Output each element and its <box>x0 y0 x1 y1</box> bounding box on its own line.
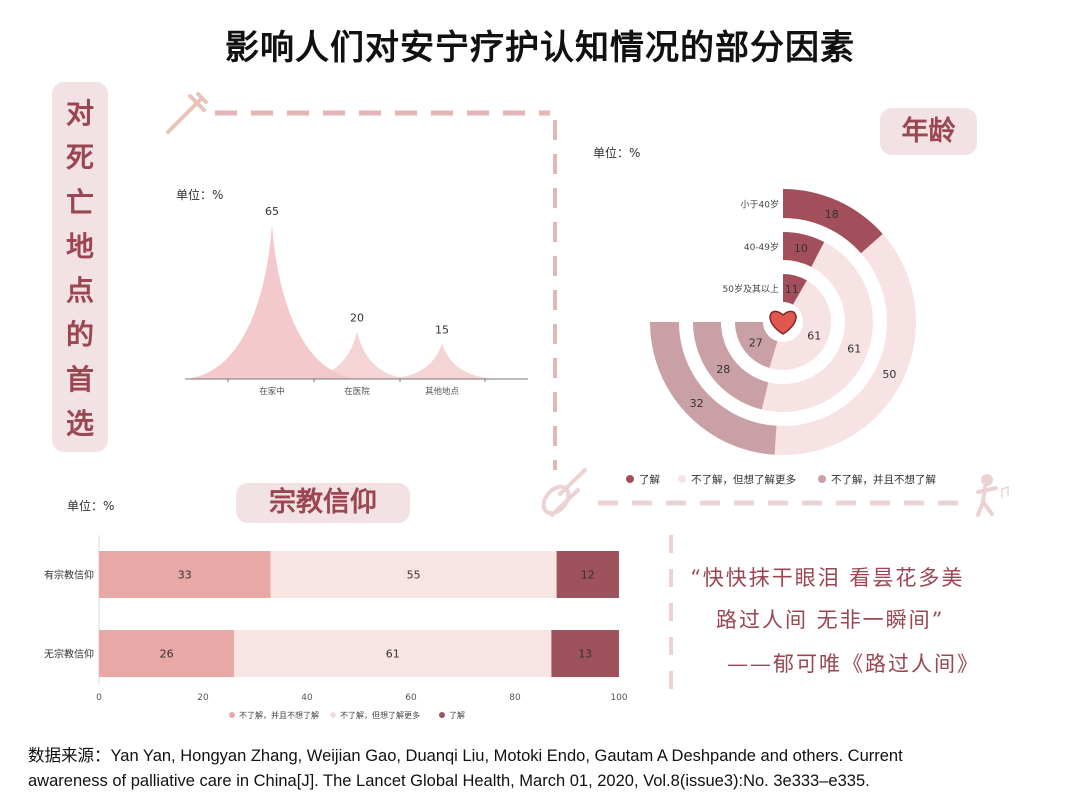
data-label: 12 <box>581 569 595 582</box>
legend-swatch <box>678 475 686 483</box>
bar-segment <box>551 630 619 677</box>
data-label: 26 <box>160 648 174 661</box>
radial-segment <box>774 234 916 455</box>
data-label: 33 <box>178 569 192 582</box>
radial-segment <box>735 322 778 369</box>
unit-label: 单位：% <box>176 188 224 202</box>
legend-label: 不了解，并且不想了解 <box>831 473 936 486</box>
category-label: 其他地点 <box>425 386 460 397</box>
category-label: 小于40岁 <box>741 199 779 211</box>
legend-label: 不了解，但想了解更多 <box>691 473 796 486</box>
dancer-icon <box>976 474 1009 517</box>
radial-segment <box>783 189 883 254</box>
data-label: 50 <box>882 368 896 381</box>
bar-segment <box>234 630 552 677</box>
heading-char: 对 <box>65 97 94 131</box>
unit-label: 单位：% <box>67 499 115 513</box>
heading-char: 首 <box>65 362 94 396</box>
category-label: 有宗教信仰 <box>44 569 94 582</box>
religion-heading: 宗教信仰 <box>236 483 410 523</box>
radial-segment <box>693 322 769 410</box>
data-label: 28 <box>716 363 730 376</box>
heading-char: 选 <box>65 406 94 440</box>
religion-bar-chart: 33 55 12 有宗教信仰 26 61 13 无宗教信仰 0 20 40 60 80 100 不了解，并且… <box>44 535 628 720</box>
radial-segment <box>769 280 832 370</box>
heart-icon <box>769 310 797 335</box>
category-label: 在医院 <box>344 386 370 397</box>
x-tick-label: 60 <box>405 693 417 703</box>
x-tick-label: 20 <box>197 693 209 703</box>
heading-char: 亡 <box>65 185 94 219</box>
legend-label: 不了解，但想了解更多 <box>340 710 420 720</box>
data-label: 55 <box>407 569 421 582</box>
quote-line: “快快抹干眼泪 看昙花多美 <box>690 566 965 590</box>
data-label: 61 <box>847 343 861 356</box>
category-label: 在家中 <box>259 386 285 397</box>
data-label: 61 <box>807 329 821 342</box>
death-place-chart: 65 在家中 20 在医院 15 其他地点 <box>182 205 528 397</box>
unit-label: 单位：% <box>593 146 641 160</box>
category-label: 无宗教信仰 <box>44 648 94 661</box>
data-label: 65 <box>265 205 279 218</box>
legend-swatch <box>330 712 336 718</box>
legend-label: 了解 <box>639 473 660 486</box>
source-citation: 数据来源：Yan Yan, Hongyan Zhang, Weijian Gao… <box>28 744 903 794</box>
bar-segment <box>99 630 235 677</box>
data-label: 27 <box>749 336 763 349</box>
bar-segment <box>99 551 271 598</box>
legend-swatch <box>818 475 826 483</box>
radial-segment <box>650 322 777 455</box>
age-heading: 年龄 <box>880 108 977 155</box>
syringe-icon <box>166 92 208 134</box>
x-tick-label: 100 <box>610 693 627 703</box>
quote-line: 路过人间 无非一瞬间” <box>716 608 945 632</box>
legend-label: 不了解，并且不想了解 <box>239 710 319 720</box>
source-line: 数据来源：Yan Yan, Hongyan Zhang, Weijian Gao… <box>28 747 903 765</box>
category-label: 40-49岁 <box>744 241 779 253</box>
radial-segment <box>783 232 825 267</box>
data-label: 61 <box>386 648 400 661</box>
radial-segment <box>783 274 807 305</box>
bar-segment <box>270 551 557 598</box>
area-peak <box>387 343 497 379</box>
violin-icon <box>541 468 587 517</box>
death-place-heading: 对 死 亡 地 点 的 首 选 <box>52 82 108 452</box>
data-label: 11 <box>785 283 799 296</box>
area-peak <box>302 331 412 379</box>
heading-char: 死 <box>65 141 94 175</box>
data-label: 13 <box>578 648 592 661</box>
source-line: awareness of palliative care in China[J]… <box>28 772 870 790</box>
data-label: 32 <box>690 397 704 410</box>
data-label: 20 <box>350 312 364 325</box>
x-tick-label: 0 <box>96 693 102 703</box>
heading-char: 点 <box>65 274 94 308</box>
page-title: 影响人们对安宁疗护认知情况的部分因素 <box>225 28 855 68</box>
bar-segment <box>556 551 619 598</box>
legend-swatch <box>626 475 634 483</box>
heading-char: 的 <box>65 318 94 352</box>
quote-attribution: ——郁可唯《路过人间》 <box>727 652 980 676</box>
x-tick-label: 40 <box>301 693 313 703</box>
legend-swatch <box>229 712 235 718</box>
legend-label: 了解 <box>449 710 465 720</box>
x-tick-label: 80 <box>509 693 521 703</box>
data-label: 18 <box>825 208 839 221</box>
data-label: 15 <box>435 323 449 336</box>
legend-swatch <box>439 712 445 718</box>
radial-segment <box>761 242 874 412</box>
area-peak <box>182 224 362 379</box>
data-label: 10 <box>794 242 808 255</box>
heading-char: 地 <box>65 229 94 263</box>
category-label: 50岁及其以上 <box>723 283 779 295</box>
